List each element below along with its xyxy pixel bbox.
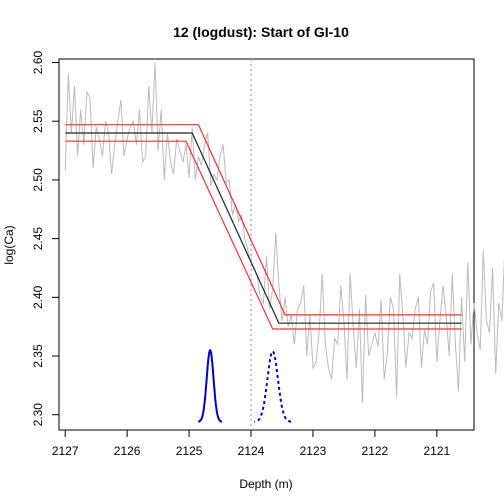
ramp-lower-line — [65, 140, 462, 330]
y-tick-label: 2.60 — [31, 51, 45, 75]
chart-title: 12 (logdust): Start of GI-10 — [173, 24, 349, 40]
x-tick-label: 2121 — [423, 444, 450, 458]
y-tick-label: 2.30 — [31, 403, 45, 427]
x-tick-label: 2127 — [52, 444, 79, 458]
y-tick-label: 2.45 — [31, 227, 45, 251]
onset-distribution-start — [198, 348, 223, 423]
y-tick-label: 2.55 — [31, 109, 45, 133]
y-tick-label: 2.40 — [31, 285, 45, 309]
y-tick-label: 2.50 — [31, 168, 45, 192]
x-axis: 2127 2126 2125 2124 2123 2122 2121 — [52, 429, 451, 458]
y-axis-label: log(Ca) — [2, 225, 16, 264]
series-layer — [64, 59, 504, 430]
x-axis-label: Depth (m) — [239, 477, 292, 491]
raw-series-line — [64, 62, 504, 404]
y-axis: 2.30 2.35 2.40 2.45 2.50 2.55 2.60 — [31, 51, 60, 427]
x-tick-label: 2123 — [300, 444, 327, 458]
onset-distribution-end — [254, 350, 292, 423]
ramp-upper-line — [65, 124, 462, 316]
x-tick-label: 2122 — [362, 444, 389, 458]
ramp-fit-line — [65, 132, 462, 324]
x-tick-label: 2126 — [114, 444, 141, 458]
x-tick-label: 2124 — [238, 444, 265, 458]
y-tick-label: 2.35 — [31, 344, 45, 368]
x-tick-label: 2125 — [176, 444, 203, 458]
